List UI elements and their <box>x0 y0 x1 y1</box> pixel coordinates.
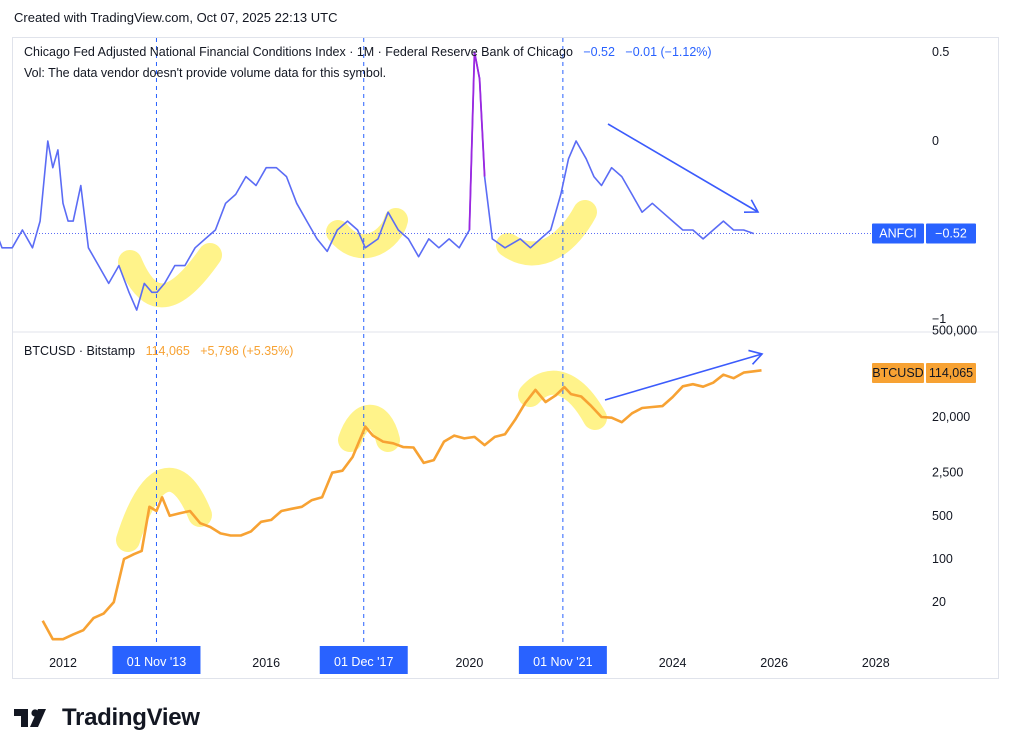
date-marker-badge-3[interactable]: 01 Nov '21 <box>518 646 607 674</box>
x-tick-2024: 2024 <box>659 656 687 670</box>
anfci-symbol-badge <box>872 223 924 244</box>
volume-note: Vol: The data vendor doesn't provide vol… <box>24 66 387 80</box>
btc-series-line[interactable] <box>41 369 762 641</box>
x-tick-2026: 2026 <box>760 656 788 670</box>
anfci-y-tick-1: 0.5 <box>932 45 949 59</box>
btc-price-tag[interactable]: BTCUSD 114,065 <box>872 363 976 383</box>
uptrend-arrow-head <box>748 349 764 365</box>
date-marker-badge-bg <box>319 646 408 674</box>
chart-frame <box>12 37 999 679</box>
uptrend-arrow <box>604 353 763 401</box>
date-marker-badge-1[interactable]: 01 Nov '13 <box>112 646 201 674</box>
date-marker-badge-bg <box>518 646 607 674</box>
x-tick-2012: 2012 <box>49 656 77 670</box>
created-caption: Created with TradingView.com, Oct 07, 20… <box>14 10 338 25</box>
anfci-last-value-label: −0.52 <box>935 227 967 241</box>
btc-y-tick-5: 100 <box>932 552 953 566</box>
btc-y-tick-4: 500 <box>932 509 953 523</box>
tradingview-logo[interactable]: TradingView <box>14 704 200 732</box>
btc-last-value-label: 114,065 <box>929 366 973 380</box>
btc-last-value-badge <box>926 363 976 383</box>
tradingview-logo-text: TradingView <box>62 704 200 731</box>
btc-symbol-label: BTCUSD <box>872 366 923 380</box>
downtrend-arrow-head <box>743 199 760 213</box>
downtrend-arrow <box>607 123 759 213</box>
anfci-legend-change: −0.01 (−1.12%) <box>625 45 712 59</box>
btc-y-tick-1: 500,000 <box>932 324 977 338</box>
x-tick-2028: 2028 <box>862 656 890 670</box>
btc-symbol-badge <box>872 363 924 383</box>
btc-y-tick-2: 20,000 <box>932 410 970 424</box>
x-tick-2016: 2016 <box>252 656 280 670</box>
x-tick-2020: 2020 <box>455 656 483 670</box>
anfci-price-tag[interactable]: ANFCI −0.52 <box>872 223 976 244</box>
anfci-spike-segment <box>468 51 486 231</box>
btc-y-tick-6: 20 <box>932 595 946 609</box>
anfci-last-value-badge <box>926 223 976 244</box>
highlight-mark-4 <box>116 467 212 552</box>
anfci-legend[interactable]: Chicago Fed Adjusted National Financial … <box>24 45 712 59</box>
anfci-legend-value: −0.52 <box>583 45 615 59</box>
anfci-y-tick-2: 0 <box>932 134 939 148</box>
tradingview-logo-icon <box>14 709 46 727</box>
anfci-y-tick-3: −1 <box>932 312 946 326</box>
btc-y-tick-3: 2,500 <box>932 466 963 480</box>
anfci-symbol-label: ANFCI <box>879 227 917 241</box>
btc-legend-change: +5,796 (+5.35%) <box>200 344 294 358</box>
btc-legend-value: 114,065 <box>145 344 190 358</box>
date-marker-badge-bg <box>112 646 201 674</box>
date-marker-badge-2[interactable]: 01 Dec '17 <box>319 646 408 674</box>
highlight-mark-2 <box>326 208 408 259</box>
highlight-mark-1 <box>118 243 222 308</box>
btc-legend[interactable]: BTCUSD · Bitstamp 114,065 +5,796 (+5.35%… <box>24 344 293 358</box>
highlight-mark-5 <box>338 404 400 452</box>
highlight-mark-3 <box>496 200 597 266</box>
date-marker-label: 01 Nov '13 <box>127 655 186 669</box>
anfci-series-line[interactable] <box>0 51 755 311</box>
date-marker-label: 01 Dec '17 <box>334 655 393 669</box>
btc-legend-title: BTCUSD · Bitstamp <box>24 344 136 358</box>
date-marker-label: 01 Nov '21 <box>533 655 592 669</box>
anfci-legend-title: Chicago Fed Adjusted National Financial … <box>24 45 573 59</box>
